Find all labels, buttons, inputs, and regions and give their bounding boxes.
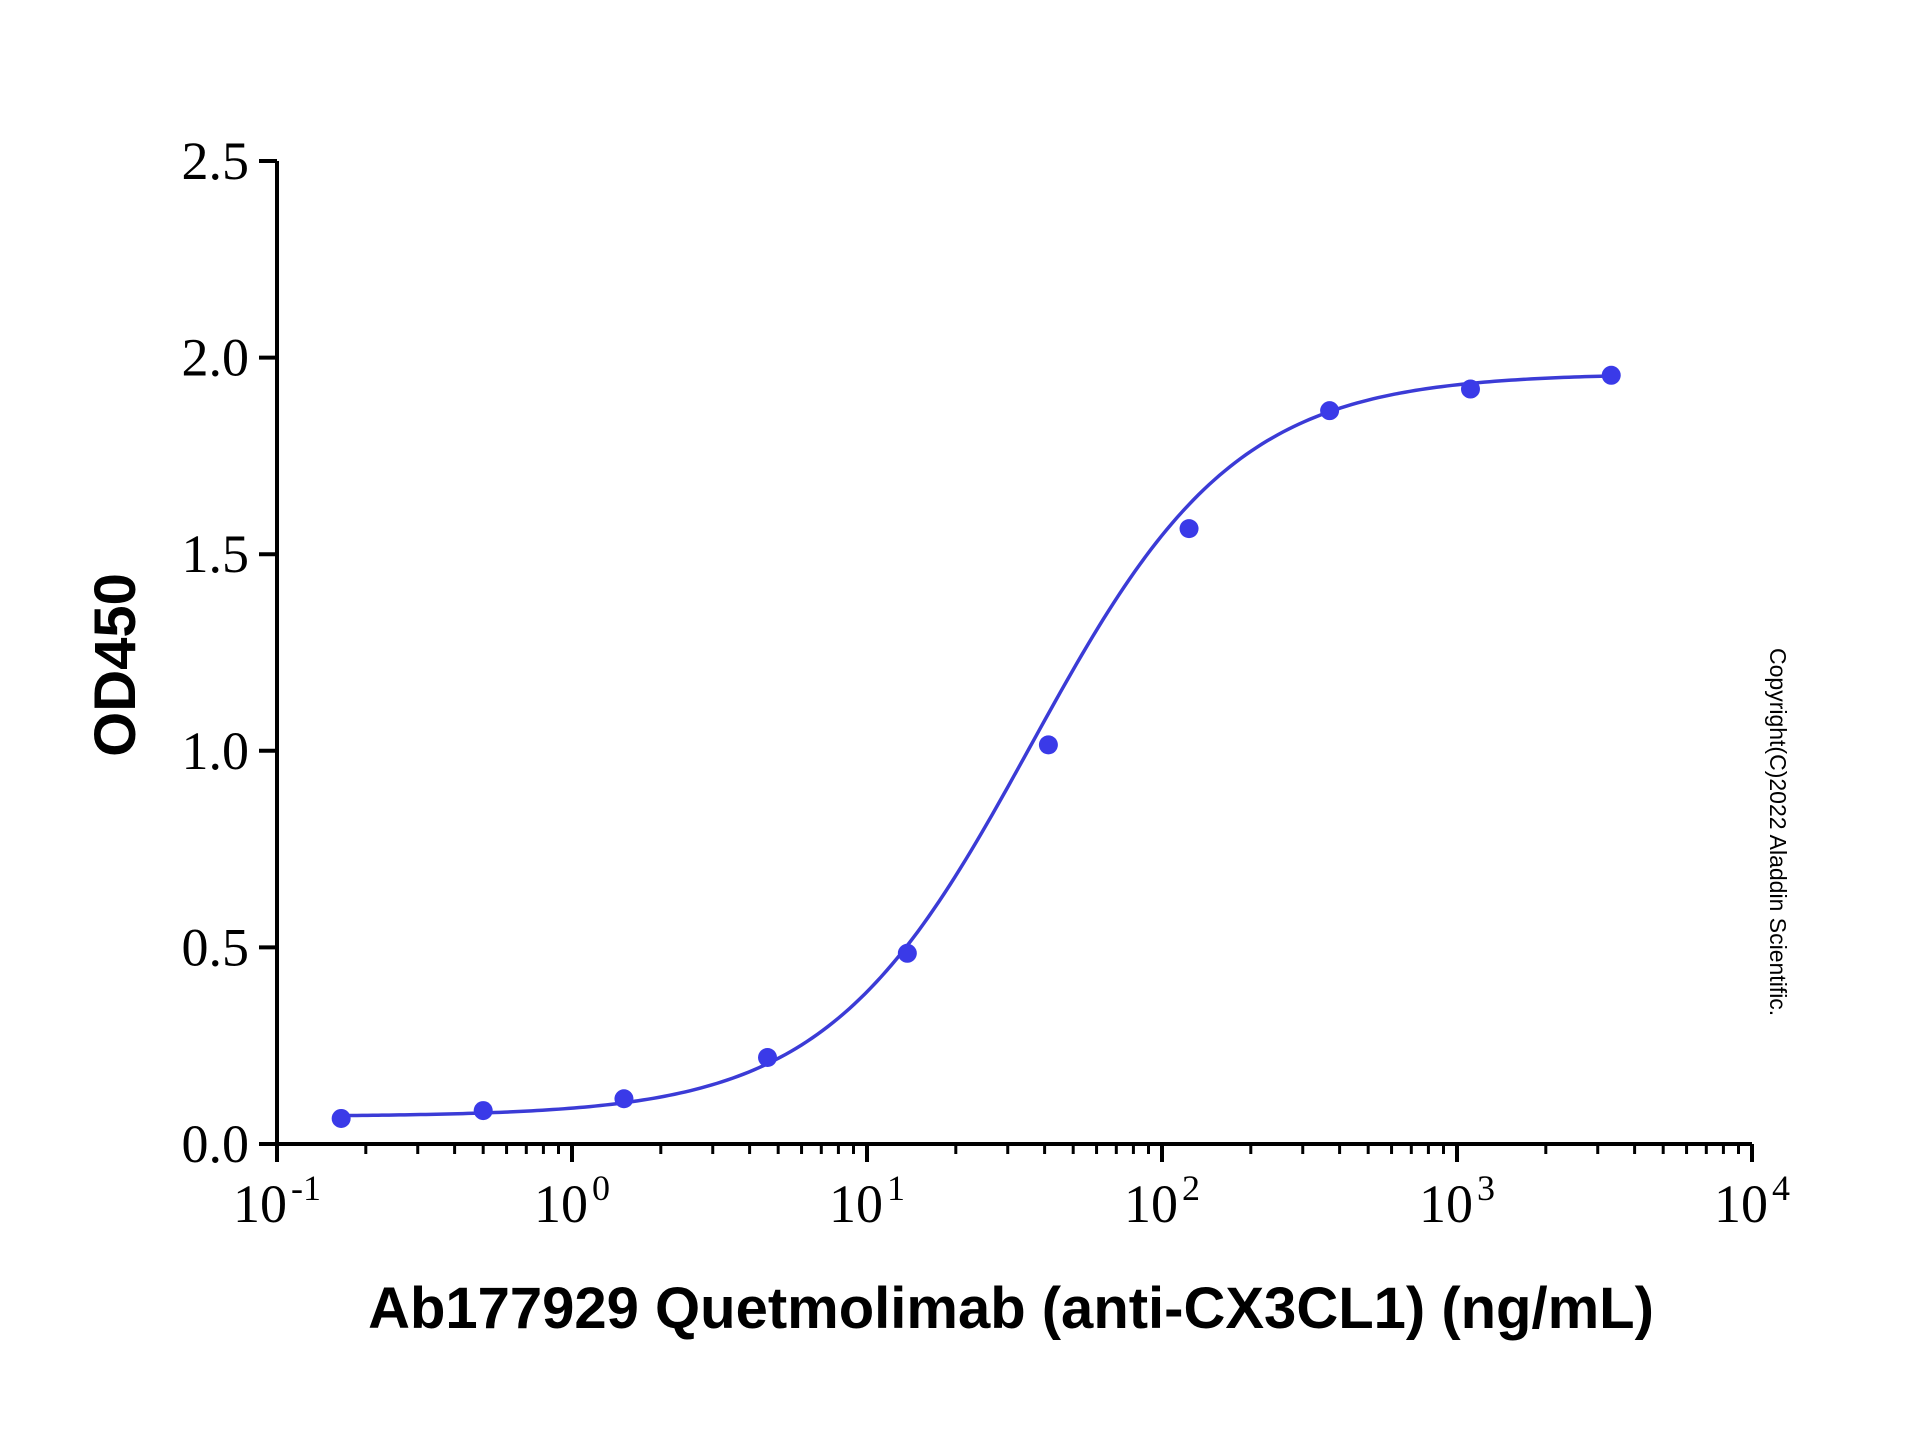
y-tick-label: 1.5: [182, 524, 250, 584]
data-point: [331, 1108, 351, 1128]
x-tick-exponent: 0: [592, 1168, 610, 1208]
x-tick-exponent: 1: [887, 1168, 905, 1208]
x-tick-label: 10 3: [1419, 1168, 1495, 1234]
x-tick-exponent: 2: [1182, 1168, 1200, 1208]
y-tick-label: 0.0: [182, 1114, 250, 1174]
x-axis-title: Ab177929 Quetmolimab (anti-CX3CL1) (ng/m…: [368, 1276, 1654, 1341]
x-tick-label: 10 0: [534, 1168, 610, 1234]
data-point: [1460, 379, 1480, 399]
y-tick-label: 0.5: [182, 917, 250, 977]
y-tick-label: 2.0: [182, 328, 250, 388]
fit-curve: [341, 374, 1612, 1118]
data-point: [758, 1047, 778, 1067]
y-tick-label: 1.0: [182, 721, 250, 781]
copyright-notice: Copyright(C)2022 Aladdin Scientific.: [1765, 648, 1791, 1016]
x-tick-label: 10 1: [829, 1168, 905, 1234]
x-tick-base: 10: [233, 1174, 287, 1234]
x-tick-label: 10 2: [1124, 1168, 1200, 1234]
x-tick-base: 10: [1419, 1174, 1473, 1234]
x-tick-exponent: -1: [291, 1168, 321, 1208]
data-point: [1038, 735, 1058, 755]
axes: 0.00.51.01.52.02.5 10 -1 10 0 10 1 10 2 10 3 10 4: [182, 131, 1791, 1234]
x-tick-exponent: 4: [1772, 1168, 1790, 1208]
data-point: [1601, 365, 1621, 385]
data-point: [1179, 519, 1199, 539]
x-tick-base: 10: [1124, 1174, 1178, 1234]
data-points: [331, 365, 1621, 1128]
data-point: [897, 943, 917, 963]
x-ticks: 10 -1 10 0 10 1 10 2 10 3 10 4: [233, 1144, 1790, 1234]
x-tick-base: 10: [829, 1174, 883, 1234]
x-tick-base: 10: [534, 1174, 588, 1234]
x-tick-label: 10 4: [1714, 1168, 1790, 1234]
data-point: [1320, 401, 1340, 421]
x-tick-label: 10 -1: [233, 1168, 321, 1234]
data-point: [614, 1089, 634, 1109]
data-point: [473, 1101, 493, 1121]
x-tick-base: 10: [1714, 1174, 1768, 1234]
y-ticks: 0.0 0.5 1.0 1.5 2.0 2.5: [182, 131, 277, 1174]
y-axis-title: OD450: [83, 573, 148, 757]
x-tick-exponent: 3: [1477, 1168, 1495, 1208]
y-tick-label: 2.5: [182, 131, 250, 191]
